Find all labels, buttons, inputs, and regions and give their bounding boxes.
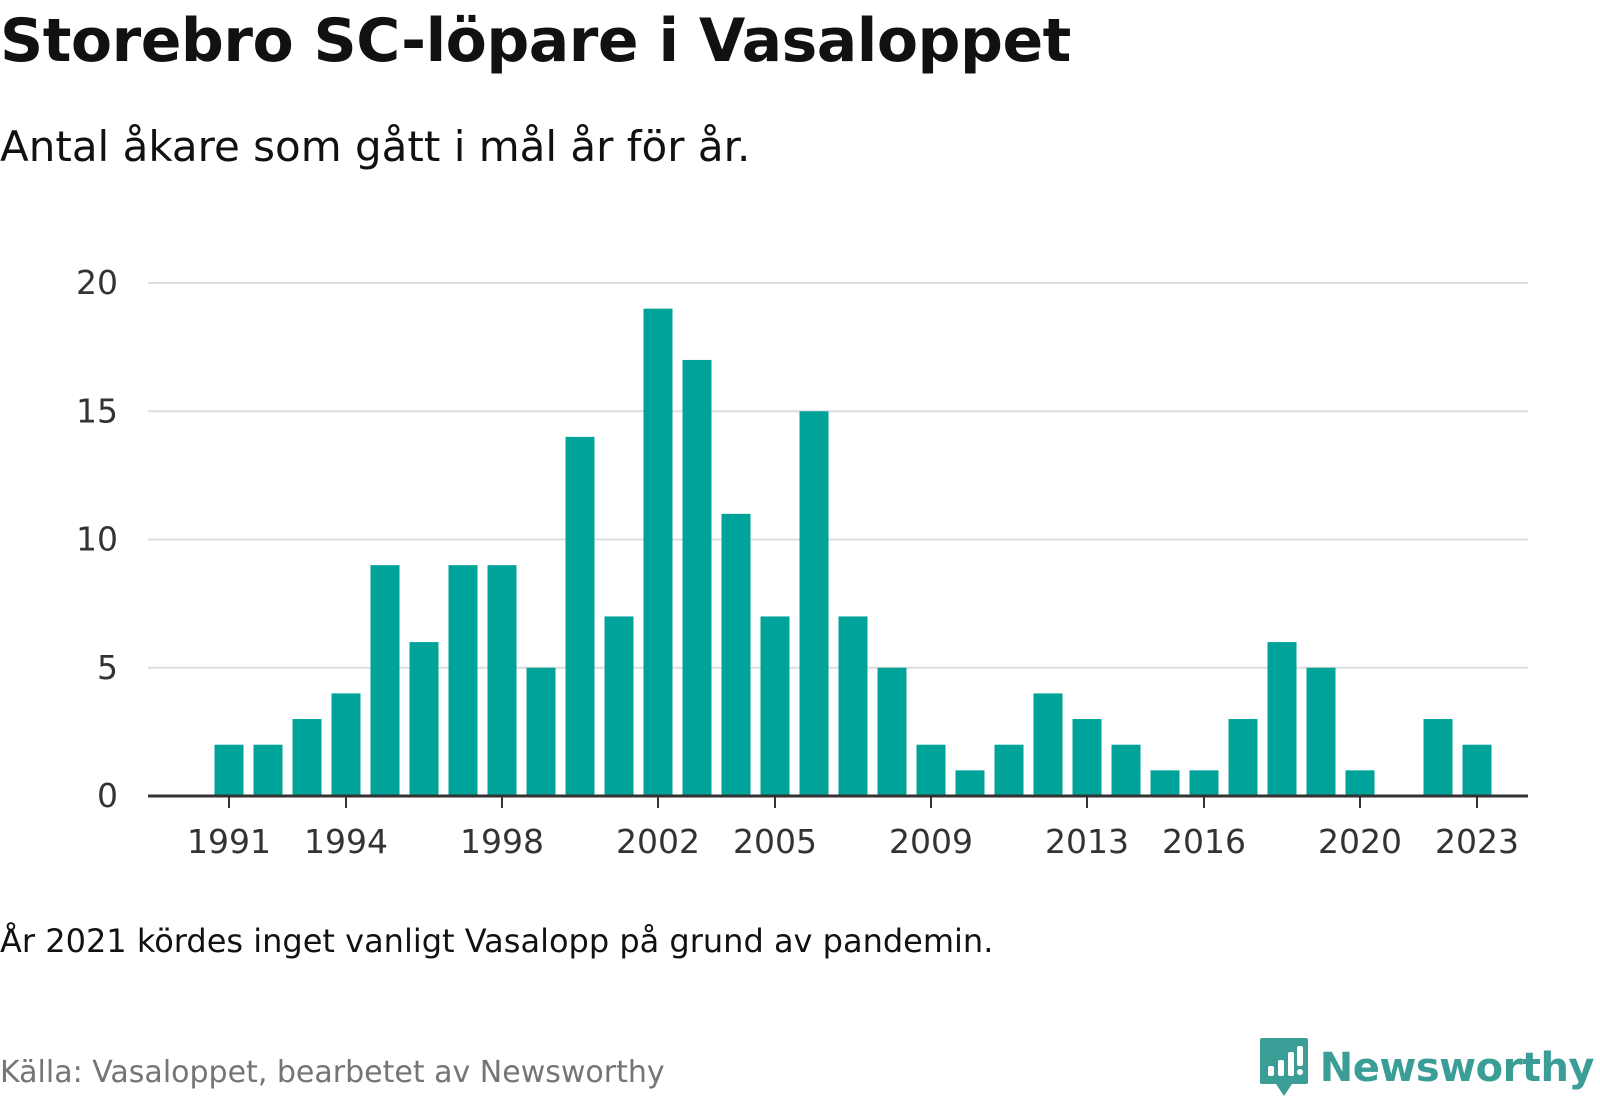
x-tick-label: 2023 [1435, 822, 1519, 861]
bar-2008 [877, 667, 907, 796]
y-tick-label: 0 [97, 776, 118, 815]
footnote: År 2021 kördes inget vanligt Vasalopp på… [0, 922, 994, 960]
bar-2019 [1306, 667, 1336, 796]
bar-2010 [955, 770, 985, 796]
bar-2007 [838, 616, 868, 796]
bar-2020 [1345, 770, 1375, 796]
chart-subtitle: Antal åkare som gått i mål år för år. [0, 122, 751, 171]
bar-2005 [760, 616, 790, 796]
bar-1991 [214, 744, 244, 796]
brand-name: Newsworthy [1319, 1045, 1595, 1091]
bar-2003 [682, 359, 712, 796]
source-text: Källa: Vasaloppet, bearbetet av Newswort… [0, 1055, 665, 1090]
bar-1995 [370, 565, 400, 796]
bar-2023 [1462, 744, 1492, 796]
x-tick-label: 1991 [187, 822, 271, 861]
x-tick-label: 2005 [733, 822, 817, 861]
bar-1996 [409, 642, 439, 796]
x-tick-label: 2013 [1045, 822, 1129, 861]
bar-2011 [994, 744, 1024, 796]
bar-2004 [721, 513, 751, 796]
bar-2017 [1228, 719, 1258, 796]
bar-2022 [1423, 719, 1453, 796]
bar-2014 [1111, 744, 1141, 796]
bar-2009 [916, 744, 946, 796]
bar-1997 [448, 565, 478, 796]
bar-2002 [643, 308, 673, 796]
bar-1993 [292, 719, 322, 796]
x-tick-label: 2016 [1162, 822, 1246, 861]
bar-2015 [1150, 770, 1180, 796]
chart-title: Storebro SC-löpare i Vasaloppet [0, 6, 1071, 76]
bar-1998 [487, 565, 517, 796]
x-tick-label: 2002 [616, 822, 700, 861]
bar-2018 [1267, 642, 1297, 796]
bar-1994 [331, 693, 361, 796]
bar-2000 [565, 436, 595, 796]
y-tick-label: 20 [76, 263, 118, 302]
y-tick-label: 15 [76, 391, 118, 430]
y-tick-label: 10 [76, 520, 118, 559]
bar-chart: 0 5 10 15 20 1991 1994 1998 2002 2005 2009 2013 2016… [76, 263, 1528, 861]
bar-2013 [1072, 719, 1102, 796]
bar-1999 [526, 667, 556, 796]
bar-2012 [1033, 693, 1063, 796]
x-tick-label: 2020 [1318, 822, 1402, 861]
x-tick-label: 2009 [889, 822, 973, 861]
newsworthy-logo-icon [1258, 1036, 1310, 1100]
x-tick-label: 1998 [460, 822, 544, 861]
bar-1992 [253, 744, 283, 796]
y-tick-label: 5 [97, 648, 118, 687]
brand: Newsworthy [1258, 1036, 1595, 1100]
bar-2016 [1189, 770, 1219, 796]
x-tick-label: 1994 [304, 822, 388, 861]
bar-2006 [799, 411, 829, 796]
bar-2001 [604, 616, 634, 796]
